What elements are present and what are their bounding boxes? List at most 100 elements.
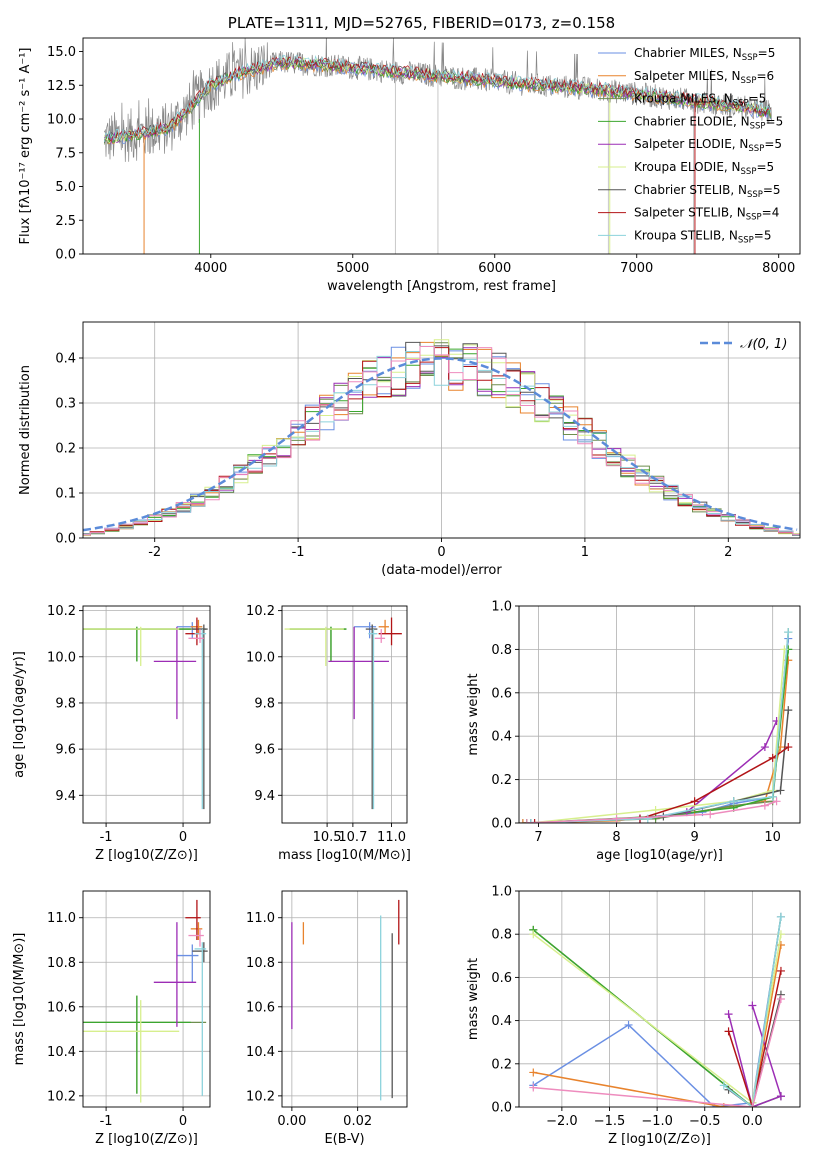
series-line	[530, 631, 790, 823]
age-vs-mass-panel: 10.510.7 11.0 9.4 9.6 9.8 10.0 10.2 mass [log10…	[246, 604, 411, 863]
y-tick-label: 10.6	[47, 1000, 76, 1015]
x-tick-label: 2	[724, 545, 732, 560]
errorbar-point	[188, 629, 204, 643]
plus-marker	[760, 801, 769, 810]
x-axis-label: Z [log10(Z/Z⊙)]	[95, 1132, 198, 1147]
y-tick-label: 0.8	[491, 928, 512, 943]
axes-frame	[82, 605, 211, 824]
y-tick-label: 10.0	[47, 650, 76, 665]
legend-entry: Salpeter STELIB, NSSP=4	[634, 206, 779, 223]
y-tick-label: 11.0	[47, 911, 76, 926]
series-line	[727, 970, 782, 1107]
y-tick-label: 0.2	[491, 1057, 512, 1072]
legend-entry: Chabrier STELIB, NSSP=5	[634, 183, 781, 200]
chart-title: PLATE=1311, MJD=52765, FIBERID=0173, z=0…	[228, 14, 615, 32]
plus-marker	[772, 797, 781, 806]
errorbar-point	[284, 626, 344, 667]
plus-marker	[529, 930, 538, 939]
y-axis-label: Flux [fλ10⁻¹⁷ erg cm⁻² s⁻¹ A⁻¹]	[18, 48, 33, 245]
y-tick-label: 10.2	[47, 604, 76, 619]
y-tick-label: 9.6	[55, 743, 76, 758]
plus-marker	[724, 1010, 733, 1019]
y-tick-label: 0.0	[55, 248, 76, 263]
x-tick-label: 0.00	[277, 1114, 306, 1129]
y-axis-label: mass [log10(M/M⊙)]	[12, 933, 27, 1066]
legend-entry: 𝒩(0, 1)	[740, 337, 787, 352]
x-axis-label: wavelength [Angstrom, rest frame]	[327, 279, 556, 294]
x-tick-label: -1	[292, 545, 305, 560]
errorbar-point	[83, 626, 191, 662]
axes-frame	[281, 890, 408, 1108]
y-tick-label: 10.8	[246, 956, 275, 971]
y-tick-label: 0.1	[55, 487, 76, 502]
plus-marker	[760, 743, 769, 752]
y-tick-label: 10.2	[246, 604, 275, 619]
x-tick-label: −1.5	[594, 1114, 626, 1129]
x-tick-label: 0.02	[343, 1114, 372, 1129]
y-axis-label: age [log10(age/yr)]	[12, 651, 27, 778]
y-tick-label: 1.0	[491, 600, 512, 615]
y-tick-label: 0.0	[491, 817, 512, 832]
series-line	[723, 916, 782, 1107]
x-tick-label: 6000	[478, 261, 511, 276]
errorbar-point	[192, 624, 208, 810]
x-axis-label: Z [log10(Z/Z⊙)]	[95, 848, 198, 863]
histograms	[83, 339, 800, 537]
plus-marker	[724, 1027, 733, 1036]
plus-marker	[768, 792, 777, 801]
plus-marker	[624, 1020, 633, 1029]
series-lines	[519, 628, 793, 823]
histogram-step	[83, 339, 800, 537]
x-tick-label: -1	[100, 1114, 113, 1129]
plus-marker	[706, 810, 715, 819]
y-tick-label: 10.0	[246, 650, 275, 665]
errorbar-point	[83, 995, 191, 1094]
x-tick-label: 9	[690, 830, 698, 845]
y-tick-label: 11.0	[246, 911, 275, 926]
errorbar-point	[194, 942, 207, 1096]
x-tick-label: 1	[581, 545, 589, 560]
plus-marker	[748, 1103, 757, 1107]
y-tick-label: 9.4	[55, 789, 76, 804]
y-tick-label: 9.8	[55, 696, 76, 711]
x-tick-label: 11.0	[377, 830, 406, 845]
axes-frame	[281, 605, 408, 824]
plus-marker	[530, 819, 539, 823]
x-axis-label: E(B-V)	[324, 1132, 364, 1147]
plus-marker	[776, 995, 785, 1003]
x-axis-label: Z [log10(Z/Z⊙)]	[608, 1132, 711, 1147]
y-tick-label: 1.0	[491, 885, 512, 900]
axes-frame	[82, 37, 801, 255]
plus-marker	[776, 912, 785, 921]
y-tick-label: 9.6	[254, 743, 275, 758]
x-tick-label: 10	[764, 830, 781, 845]
y-tick-label: 0.6	[491, 971, 512, 986]
errorbar-point	[176, 944, 199, 983]
legend-entry: Kroupa MILES, NSSP=5	[634, 92, 766, 109]
y-tick-label: 12.5	[47, 79, 76, 94]
y-tick-label: 0.0	[491, 1101, 512, 1116]
axes-frame	[518, 605, 801, 824]
errorbar-point	[289, 626, 347, 662]
errorbar-point	[328, 626, 389, 720]
y-tick-label: 0.4	[55, 352, 76, 367]
plus-marker	[522, 819, 531, 823]
legend-entry: Salpeter MILES, NSSP=6	[634, 69, 774, 86]
errorbar-point	[153, 922, 197, 1027]
errorbar-point	[176, 622, 199, 639]
series-line	[533, 944, 782, 1107]
x-tick-label: 0	[179, 830, 187, 845]
y-tick-label: 0.0	[55, 532, 76, 547]
x-tick-label: −2.0	[546, 1114, 578, 1129]
errorbar-point	[289, 626, 347, 662]
plus-marker	[651, 805, 660, 814]
x-tick-label: 8000	[762, 261, 795, 276]
legend-entry: Kroupa ELODIE, NSSP=5	[634, 160, 774, 177]
plus-marker	[768, 753, 777, 762]
series-line	[526, 631, 790, 823]
y-axis-label: mass weight	[466, 673, 481, 755]
y-tick-label: 0.6	[491, 686, 512, 701]
y-tick-label: 10.4	[47, 1045, 76, 1060]
mass-weight-vs-age-panel: 7 8 9 10 0.0 0.2 0.4 0.6 0.8 1.0 age [log10(age/yr…	[466, 600, 801, 863]
plus-marker	[529, 1083, 538, 1092]
